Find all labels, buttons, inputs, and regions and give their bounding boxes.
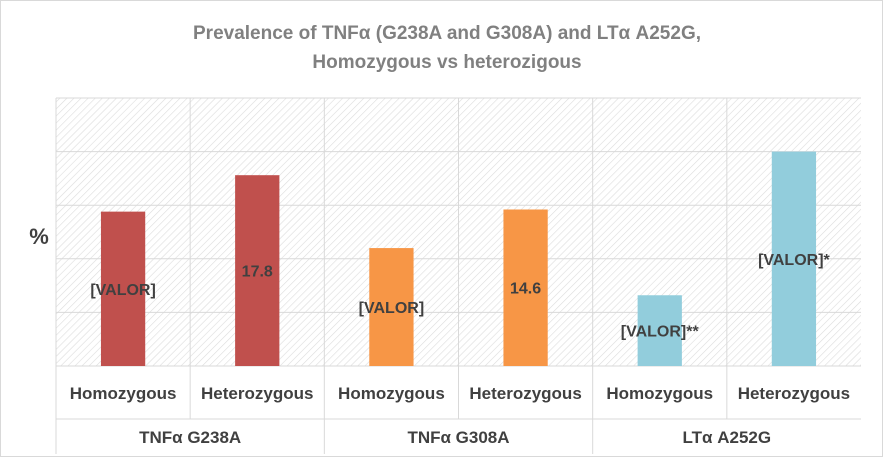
- data-label-1-1: 14.6: [510, 281, 541, 298]
- chart-title-line-2: Homozygous vs heterozigous: [312, 52, 581, 73]
- category-label-2-0: Homozygous: [606, 384, 713, 403]
- category-label-1-0: Homozygous: [338, 384, 445, 403]
- category-label-1-1: Heterozygous: [469, 384, 581, 403]
- category-label-0-1: Heterozygous: [201, 384, 313, 403]
- y-axis-label: %: [29, 224, 49, 249]
- data-label-2-1: [VALOR]*: [758, 252, 830, 269]
- bar-2-1: [771, 151, 817, 366]
- data-label-0-0: [VALOR]: [90, 282, 155, 299]
- category-label-0-0: Homozygous: [70, 384, 177, 403]
- plot-area: [VALOR] Homozygous 17.8 Heterozygous TNFα G2…: [55, 97, 861, 454]
- bar-0-1: [235, 175, 280, 366]
- bar-1-0: [369, 248, 414, 366]
- data-label-0-1: 17.8: [242, 264, 273, 281]
- chart-title-line-1: Prevalence of TNFα (G238A and G308A) and…: [193, 23, 701, 44]
- group-label-0: TNFα G238A: [139, 428, 241, 447]
- bar-0-0: [100, 211, 146, 366]
- bar-1-1: [503, 209, 548, 366]
- data-label-2-0: [VALOR]**: [621, 324, 700, 341]
- bar-2-0: [637, 295, 682, 366]
- group-label-1: TNFα G308A: [407, 428, 509, 447]
- category-label-2-1: Heterozygous: [738, 384, 850, 403]
- group-label-2: LTα A252G: [683, 428, 772, 447]
- data-label-1-0: [VALOR]: [359, 300, 424, 317]
